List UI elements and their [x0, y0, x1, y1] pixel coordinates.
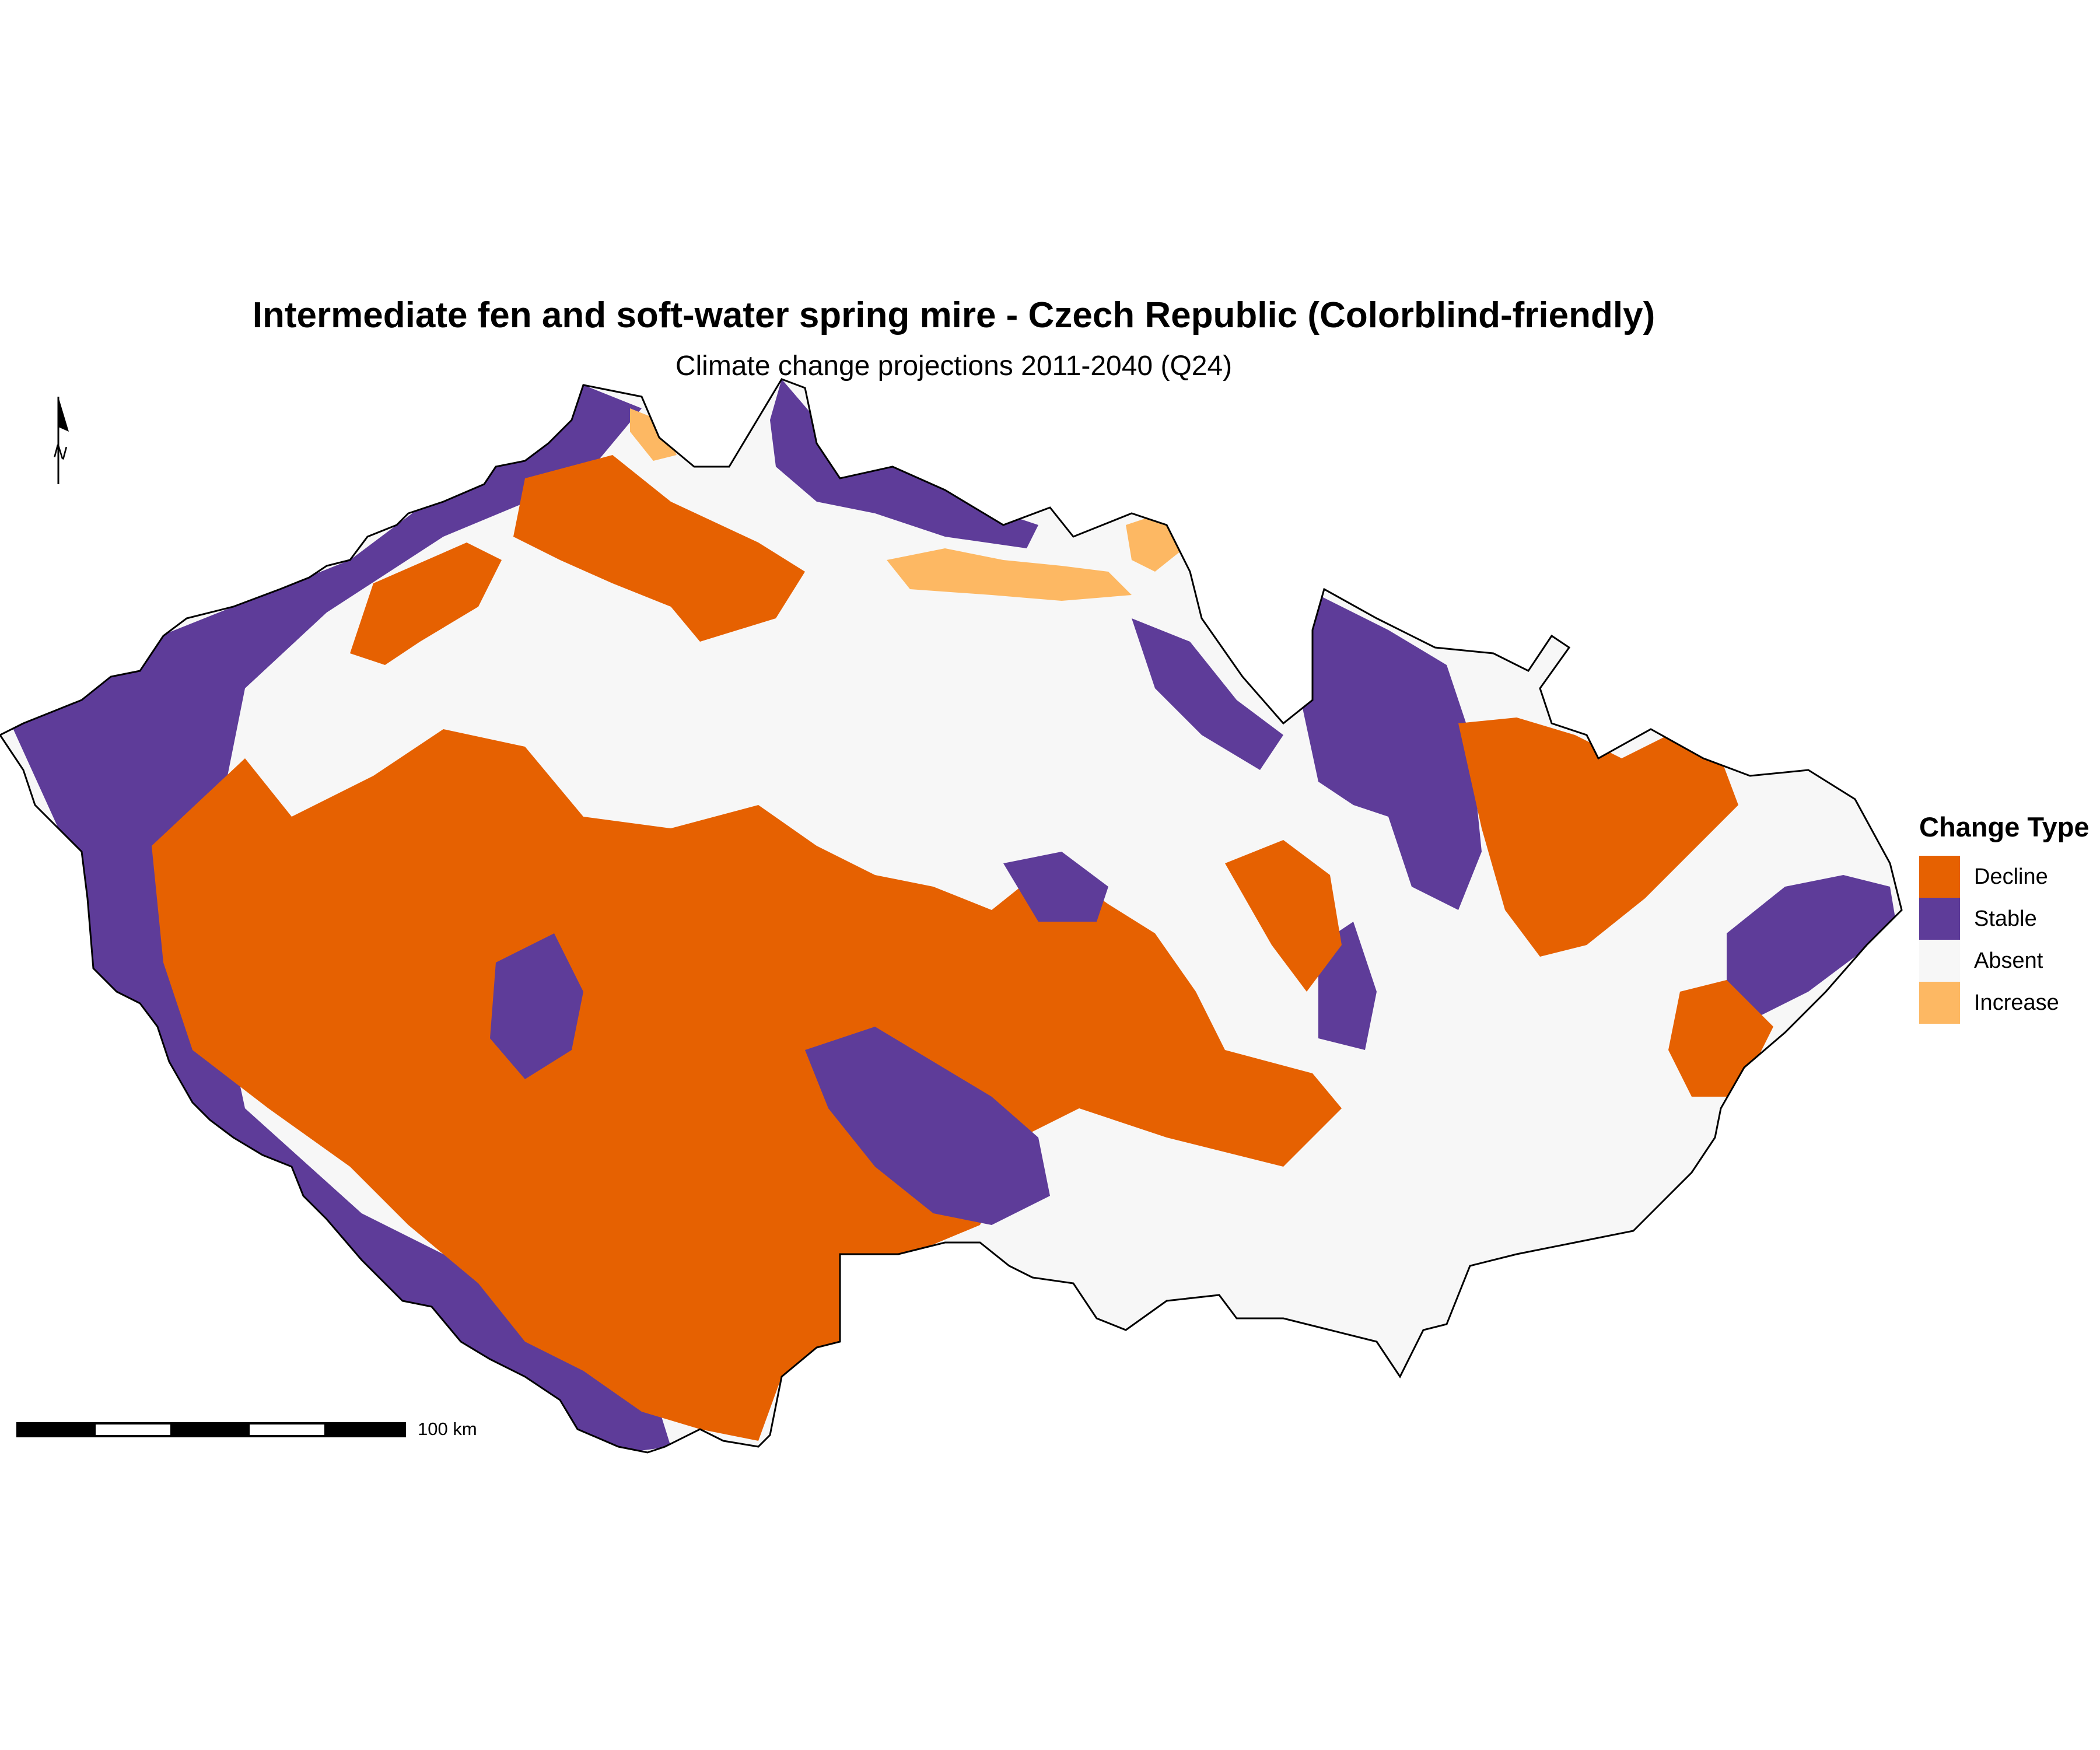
stable-region-jeseniky [1301, 595, 1482, 910]
legend-title: Change Type [1919, 811, 2090, 842]
decline-region-north [513, 455, 805, 642]
scale-bar-segment [170, 1422, 250, 1437]
legend-label: Increase [1974, 990, 2059, 1015]
legend-swatch-increase [1919, 982, 1960, 1024]
scale-bar-segment [93, 1422, 173, 1437]
scale-bar-label: 100 km [418, 1419, 477, 1439]
decline-region-northwest [350, 542, 502, 665]
map-subtitle: Climate change projections 2011-2040 (Q2… [675, 351, 1233, 382]
legend: Change Type Decline Stable Absent Increa… [1919, 811, 2100, 1024]
north-arrow-label: N [51, 440, 70, 464]
legend-label: Stable [1974, 906, 2037, 931]
legend-item: Absent [1919, 940, 2100, 982]
map-title: Intermediate fen and soft-water spring m… [252, 295, 1656, 335]
north-arrow-icon: N [51, 397, 70, 484]
stable-region-center [490, 933, 583, 1079]
increase-region-north [887, 548, 1132, 601]
stable-region-east-mid [1003, 852, 1108, 922]
increase-region-northwest [630, 408, 677, 461]
legend-item: Stable [1919, 898, 2100, 940]
scale-bar-segment [16, 1422, 96, 1437]
decline-region-ridge [1225, 840, 1342, 992]
stable-region-beskydy [1727, 875, 1896, 1015]
legend-label: Decline [1974, 864, 2048, 889]
stable-region-south-central [805, 1027, 1050, 1225]
scale-bar: 100 km [16, 1419, 483, 1446]
stable-region-west [0, 385, 671, 1452]
legend-swatch-decline [1919, 856, 1960, 898]
legend-item: Decline [1919, 856, 2100, 898]
north-arrow: N [46, 397, 80, 484]
legend-item: Increase [1919, 982, 2100, 1024]
country-fill-layer [0, 379, 1902, 1452]
country-border [0, 378, 1903, 1454]
stable-region-krkonose-east [1132, 618, 1283, 770]
scale-bar-segment [247, 1422, 327, 1437]
scale-bar-segment [324, 1422, 406, 1437]
legend-label: Absent [1974, 948, 2043, 973]
decline-region-east [1458, 718, 1738, 957]
legend-swatch-stable [1919, 898, 1960, 940]
legend-swatch-absent [1919, 940, 1960, 982]
